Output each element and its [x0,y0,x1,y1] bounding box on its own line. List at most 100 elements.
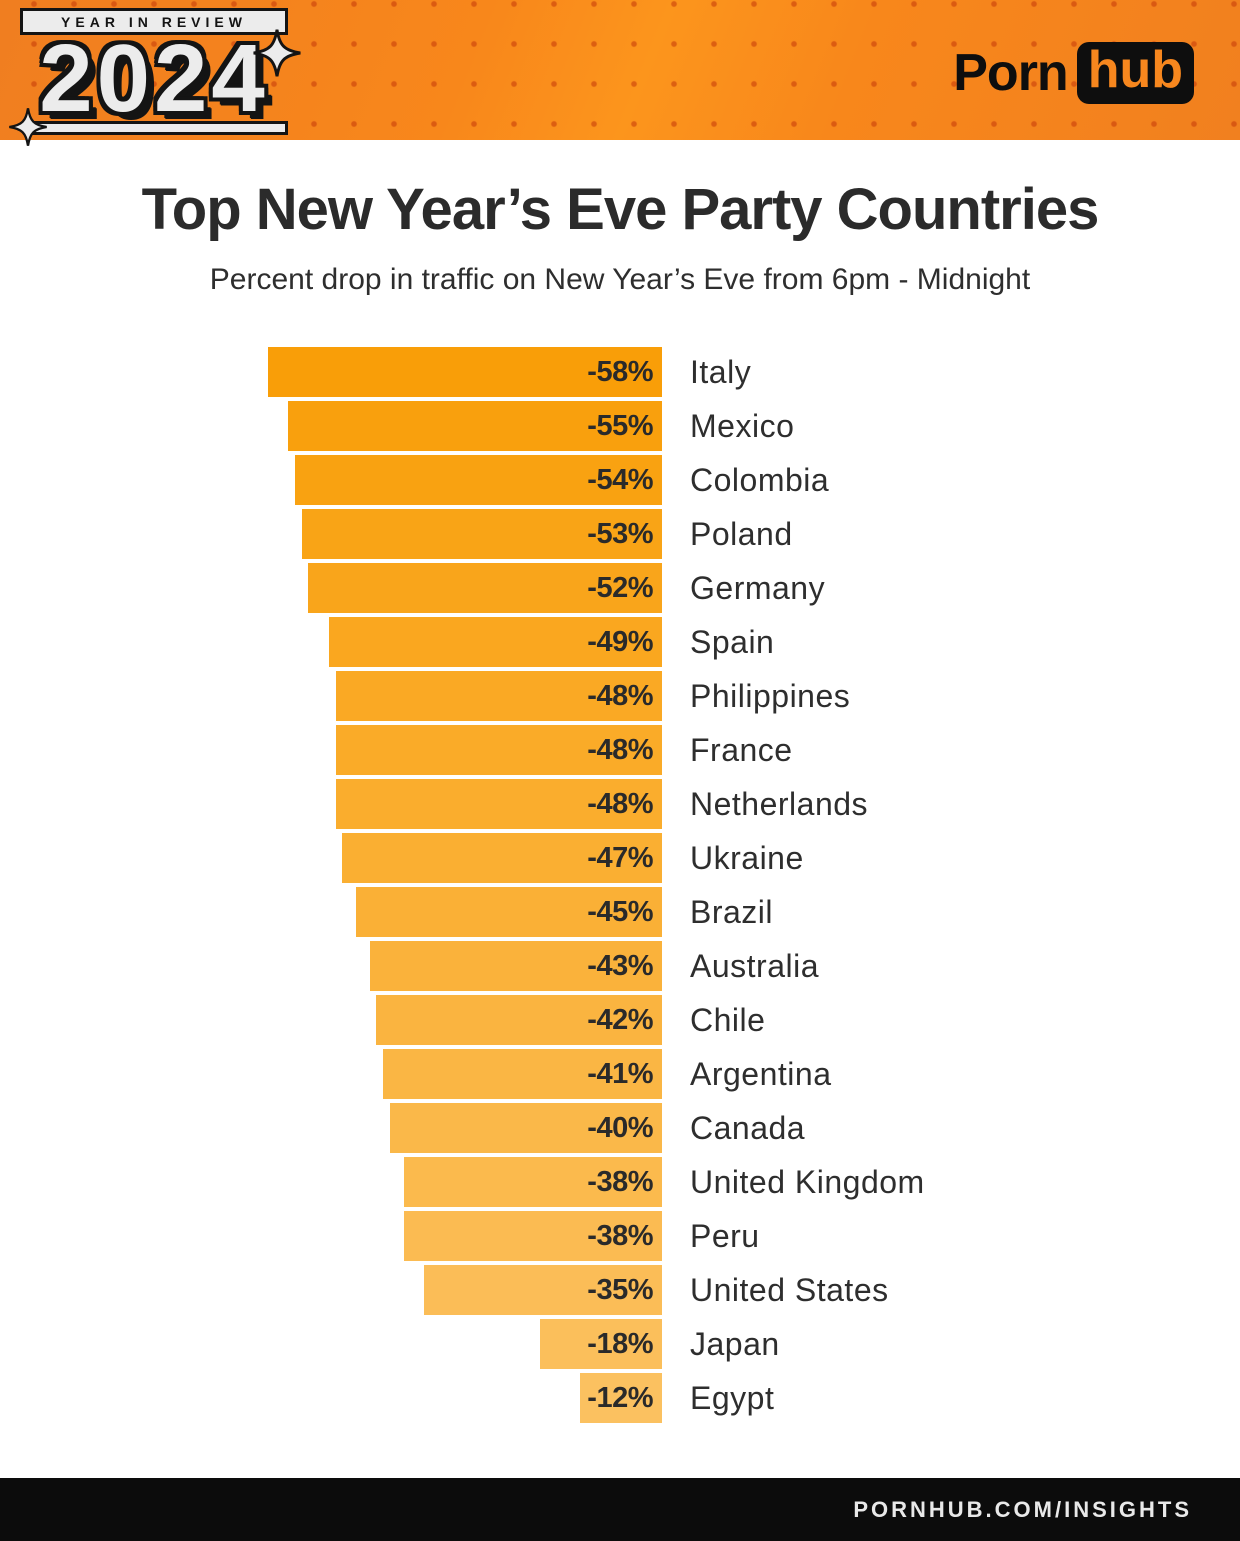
country-label: Italy [690,353,752,390]
bar: -52% [308,563,662,613]
country-label: Australia [690,947,819,984]
bar-track: -48% [0,779,662,829]
country-label: Argentina [690,1055,832,1092]
bar-value: -48% [587,679,653,712]
country-label: Germany [690,569,826,606]
bar: -43% [370,941,662,991]
bar-row: -45% Brazil [0,887,1240,937]
bar-track: -58% [0,347,662,397]
bar-row: -48% Netherlands [0,779,1240,829]
bar: -47% [342,833,662,883]
bar-row: -12% Egypt [0,1373,1240,1423]
country-label: Colombia [690,461,830,498]
country-label: Chile [690,1001,766,1038]
header-banner: YEAR IN REVIEW 2024 Porn hub [0,0,1240,146]
bar-track: -47% [0,833,662,883]
bar-row: -35% United States [0,1265,1240,1315]
bar-value: -40% [587,1111,653,1144]
bar-value: -12% [587,1381,653,1414]
bar-row: -54% Colombia [0,455,1240,505]
country-label: Egypt [690,1379,775,1416]
bar-row: -47% Ukraine [0,833,1240,883]
bar-track: -35% [0,1265,662,1315]
bar-value: -18% [587,1327,653,1360]
bar-value: -42% [587,1003,653,1036]
sparkle-icon [253,29,301,77]
bar-track: -41% [0,1049,662,1099]
bar: -55% [288,401,662,451]
bar: -48% [336,725,662,775]
bar-value: -48% [587,733,653,766]
country-label: Japan [690,1325,780,1362]
bar-value: -43% [587,949,653,982]
bar-row: -41% Argentina [0,1049,1240,1099]
page-title: Top New Year’s Eve Party Countries [141,177,1100,242]
bar-track: -54% [0,455,662,505]
bar-value: -48% [587,787,653,820]
bar-row: -52% Germany [0,563,1240,613]
bar: -35% [424,1265,662,1315]
bar: -18% [540,1319,662,1369]
bar: -58% [268,347,662,397]
bar-track: -52% [0,563,662,613]
porn-wordmark: Porn [953,44,1068,102]
bar-value: -53% [587,517,653,550]
year-in-review-logo: YEAR IN REVIEW 2024 [9,8,301,146]
year-2024-text: 2024 [39,25,269,132]
year-in-review-badge: YEAR IN REVIEW [20,8,288,35]
hub-badge: hub [1076,42,1194,104]
bar-value: -35% [587,1273,653,1306]
bar-track: -48% [0,725,662,775]
bar-value: -55% [587,409,653,442]
bar-track: -55% [0,401,662,451]
bar: -12% [580,1373,662,1423]
bar-value: -49% [587,625,653,658]
bar-row: -58% Italy [0,347,1240,397]
bar: -38% [404,1157,662,1207]
country-label: Brazil [690,893,774,930]
bar-track: -43% [0,941,662,991]
bar-track: -38% [0,1211,662,1261]
bar: -48% [336,779,662,829]
footer-bar: PORNHUB.COM/INSIGHTS [0,1478,1240,1541]
country-label: Canada [690,1109,806,1146]
bar: -53% [302,509,662,559]
bar-row: -42% Chile [0,995,1240,1045]
bar-track: -38% [0,1157,662,1207]
bar-track: -53% [0,509,662,559]
bar-track: -42% [0,995,662,1045]
bar-value: -58% [587,355,653,388]
country-label: United States [690,1271,889,1308]
bar-chart: -58% Italy -55% Mexico -54% Colombia -53% Polan… [0,347,1240,1423]
country-label: France [690,731,793,768]
bar-value: -41% [587,1057,653,1090]
country-label: Netherlands [690,785,869,822]
bar-row: -38% Peru [0,1211,1240,1261]
country-label: Philippines [690,677,851,714]
pornhub-logo: Porn hub [953,42,1194,104]
country-label: Mexico [690,407,795,444]
bar: -41% [383,1049,662,1099]
bar-row: -49% Spain [0,617,1240,667]
bar-value: -54% [587,463,653,496]
chart-area: Top New Year’s Eve Party Countries Perce… [0,140,1240,1478]
bar-track: -18% [0,1319,662,1369]
bar-row: -55% Mexico [0,401,1240,451]
bar-row: -18% Japan [0,1319,1240,1369]
country-label: Peru [690,1217,760,1254]
country-label: Spain [690,623,775,660]
bar: -49% [329,617,662,667]
bar: -38% [404,1211,662,1261]
bar-value: -45% [587,895,653,928]
country-label: United Kingdom [690,1163,925,1200]
bar-value: -52% [587,571,653,604]
bar-value: -47% [587,841,653,874]
bar: -40% [390,1103,662,1153]
sparkle-icon [9,108,47,146]
bar: -45% [356,887,662,937]
bar-track: -40% [0,1103,662,1153]
bar-row: -40% Canada [0,1103,1240,1153]
bar: -42% [376,995,662,1045]
bar-value: -38% [587,1165,653,1198]
